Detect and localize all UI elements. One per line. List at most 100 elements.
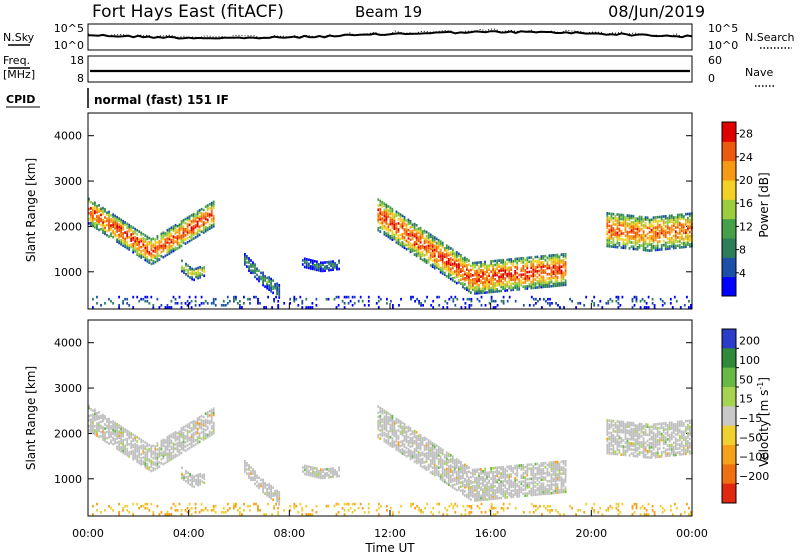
velocity-cell xyxy=(546,473,549,477)
velocity-cell xyxy=(270,486,272,490)
velocity-cell xyxy=(622,431,625,434)
power-cell xyxy=(628,222,631,226)
power-cell xyxy=(453,264,456,267)
velocity-cell xyxy=(272,498,274,502)
velocity-cell xyxy=(632,454,635,458)
power-cell xyxy=(417,231,420,235)
power-cell xyxy=(338,267,340,271)
velocity-cell xyxy=(622,439,625,442)
velocity-cell xyxy=(498,482,500,486)
sky-left-label: N.Sky xyxy=(3,31,35,44)
power-cell xyxy=(174,226,177,229)
power-cell xyxy=(391,218,394,221)
velocity-cell xyxy=(421,457,424,461)
power-cell xyxy=(106,213,108,217)
velocity-cell xyxy=(506,469,509,473)
velocity-cell xyxy=(122,445,124,448)
power-cell xyxy=(558,265,561,269)
velocity-cell xyxy=(278,499,281,502)
power-cell xyxy=(387,235,390,239)
velocity-cell xyxy=(322,470,324,474)
velocity-cell xyxy=(630,423,633,427)
velocity-cell xyxy=(322,468,324,471)
velocity-cell xyxy=(624,431,627,434)
velocity-cell xyxy=(132,457,135,461)
velocity-cell xyxy=(433,455,436,459)
power-cell xyxy=(656,242,659,245)
velocity-cell xyxy=(389,417,392,421)
velocity-cell xyxy=(628,443,631,447)
power-cell xyxy=(88,218,90,221)
power-cell xyxy=(658,240,661,243)
velocity-cell xyxy=(397,443,400,446)
velocity-cell xyxy=(204,424,207,428)
y-tick-label: 3000 xyxy=(54,382,82,395)
power-cell xyxy=(186,237,189,240)
power-cell xyxy=(628,224,631,228)
velocity-cell xyxy=(183,478,185,481)
power-cell xyxy=(128,246,131,249)
power-cell xyxy=(170,228,173,232)
power-cell xyxy=(494,269,496,273)
velocity-cell xyxy=(614,424,617,427)
power-cell xyxy=(136,243,139,246)
power-cell xyxy=(650,236,653,240)
power-cell xyxy=(652,238,655,242)
power-cell xyxy=(498,283,500,287)
velocity-cell xyxy=(486,483,488,487)
power-cell xyxy=(488,286,490,290)
power-cell xyxy=(609,297,612,301)
velocity-cell xyxy=(417,444,420,448)
velocity-cell xyxy=(462,472,464,475)
velocity-cell xyxy=(464,479,466,483)
velocity-cell xyxy=(324,474,326,477)
power-cell xyxy=(431,243,434,246)
power-cell xyxy=(558,257,561,261)
power-cell xyxy=(654,234,657,238)
power-cell xyxy=(453,253,456,257)
velocity-cell xyxy=(510,475,513,478)
velocity-cell xyxy=(474,470,476,474)
velocity-cell xyxy=(564,480,567,483)
velocity-cell xyxy=(262,484,264,488)
velocity-cell xyxy=(417,434,420,437)
power-cell xyxy=(427,232,430,235)
velocity-cell xyxy=(166,458,169,461)
velocity-cell xyxy=(314,475,316,478)
power-cell xyxy=(112,235,114,239)
velocity-cell xyxy=(606,419,609,422)
power-cell xyxy=(166,228,169,232)
power-colorbar-tick-label: 20 xyxy=(739,174,753,187)
power-cell xyxy=(308,262,310,266)
velocity-cell xyxy=(496,480,498,484)
velocity-cell xyxy=(548,492,551,495)
velocity-cell xyxy=(425,437,428,441)
power-cell xyxy=(451,272,454,276)
power-cell xyxy=(212,223,215,226)
power-cell xyxy=(498,263,500,266)
velocity-cell xyxy=(210,410,213,414)
velocity-cell xyxy=(94,424,96,428)
y-tick-label: 2000 xyxy=(54,220,82,233)
velocity-cell xyxy=(116,441,118,444)
power-cell xyxy=(608,230,611,234)
power-cell xyxy=(411,225,414,228)
power-cell xyxy=(443,253,446,256)
velocity-cell xyxy=(626,429,629,432)
velocity-cell xyxy=(532,479,535,482)
velocity-cell xyxy=(546,490,549,493)
velocity-cell xyxy=(558,462,561,466)
velocity-cell xyxy=(403,453,406,457)
power-cell xyxy=(618,242,621,245)
velocity-cell xyxy=(201,476,204,479)
velocity-cell xyxy=(476,488,478,492)
velocity-cell xyxy=(500,484,502,488)
velocity-cell xyxy=(204,428,207,432)
power-cell xyxy=(504,283,507,286)
power-cell xyxy=(608,216,611,219)
power-cell xyxy=(120,238,122,242)
velocity-cell xyxy=(328,475,330,479)
power-cell xyxy=(676,232,679,235)
power-cell xyxy=(530,256,533,259)
power-cell xyxy=(322,269,324,273)
